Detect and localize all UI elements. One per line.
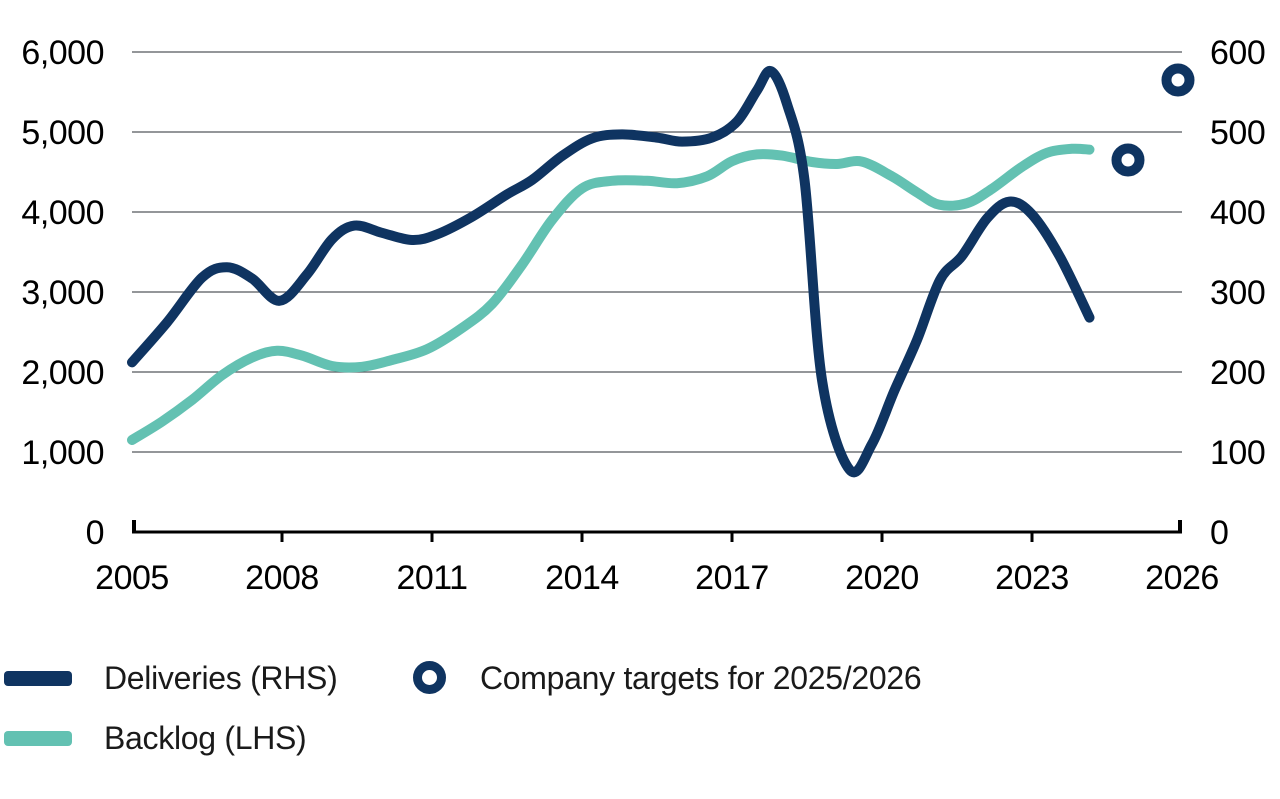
left-axis-tick-label: 4,000 [21,194,104,232]
left-axis-tick-label: 6,000 [21,34,104,72]
chart-canvas: 0 1,000 2,000 3,000 4,000 5,000 6,000 0 100 200 30… [21,34,1265,597]
left-axis-tick-label: 0 [86,514,104,552]
x-axis-tick-label: 2020 [845,559,919,597]
right-axis-tick-label: 0 [1210,514,1228,552]
right-axis-tick-label: 600 [1210,34,1265,72]
target-marker [1161,63,1195,97]
right-axis-tick-label: 200 [1210,354,1265,392]
right-axis-tick-label: 100 [1210,434,1265,472]
left-axis-tick-label: 2,000 [21,354,104,392]
deliveries-legend-label: Deliveries (RHS) [104,660,338,696]
left-axis-tick-label: 1,000 [21,434,104,472]
x-axis-tick-label: 2008 [245,559,319,597]
x-axis-tick-label: 2011 [396,559,467,597]
deliveries-legend-swatch [4,671,72,686]
target-legend-marker-icon [413,661,446,694]
backlog-line [127,143,1095,445]
x-axis-tick-label: 2005 [95,559,169,597]
x-axis-tick-label: 2023 [995,559,1069,597]
right-axis-tick-label: 500 [1210,114,1265,152]
x-axis-tick-label: 2017 [695,559,769,597]
targets-legend-label: Company targets for 2025/2026 [480,660,922,696]
right-axis-tick-label: 400 [1210,194,1265,232]
x-axis-tick-label: 2014 [545,559,619,597]
backlog-legend-swatch [4,731,72,746]
left-axis-tick-label: 3,000 [21,274,104,312]
x-axis-tick-label: 2026 [1145,559,1219,597]
left-axis-tick-label: 5,000 [21,114,104,152]
right-axis-tick-label: 300 [1210,274,1265,312]
target-marker [1111,143,1145,177]
backlog-legend-label: Backlog (LHS) [104,720,307,756]
deliveries-line [127,66,1095,478]
